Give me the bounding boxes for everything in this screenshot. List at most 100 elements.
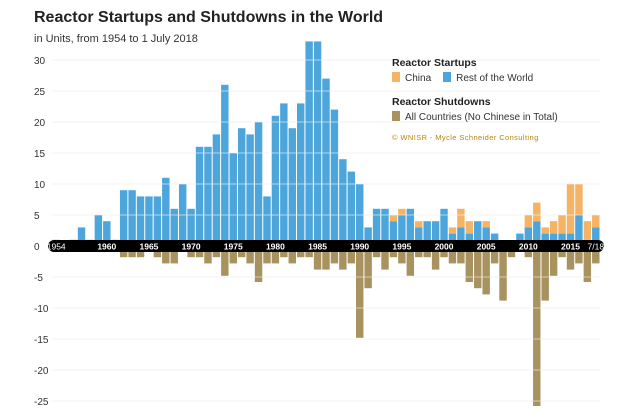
y-tick-label: 0 — [34, 242, 40, 253]
bar-shutdown — [431, 251, 440, 270]
bar-rest-of-world — [431, 221, 440, 246]
bar-rest-of-world — [558, 233, 566, 246]
bar-shutdown — [229, 251, 237, 264]
bar-rest-of-world — [204, 146, 212, 246]
bar-rest-of-world — [533, 221, 541, 246]
legend-shutdown-swatch — [392, 111, 400, 121]
bar-rest-of-world — [549, 233, 558, 246]
bar-rest-of-world — [313, 41, 322, 247]
bar-shutdown — [524, 251, 533, 258]
bar-shutdown — [187, 251, 195, 258]
y-tick-label: -10 — [34, 304, 49, 315]
bar-shutdown — [128, 251, 136, 258]
bar-shutdown — [490, 251, 499, 264]
bar-rest-of-world — [153, 196, 162, 246]
bar-rest-of-world — [128, 190, 136, 246]
bar-shutdown — [296, 251, 305, 258]
bar-shutdown — [204, 251, 212, 264]
y-tick-label: 5 — [34, 211, 40, 222]
bar-rest-of-world — [246, 134, 254, 246]
bar-rest-of-world — [347, 171, 356, 246]
bar-rest-of-world — [237, 128, 246, 246]
y-tick-label: 10 — [34, 180, 46, 191]
bar-rest-of-world — [415, 227, 423, 246]
bar-china — [592, 215, 600, 228]
bar-china — [415, 221, 423, 228]
bar-rest-of-world — [330, 109, 339, 246]
bar-shutdown — [263, 251, 271, 264]
x-tick-label: 2000 — [435, 242, 454, 252]
bar-shutdown — [566, 251, 575, 270]
bar-shutdown — [415, 251, 423, 258]
bar-shutdown — [406, 251, 415, 276]
bar-china — [566, 184, 575, 234]
bar-china — [448, 227, 457, 234]
bar-rest-of-world — [271, 115, 280, 246]
bar-shutdown — [592, 251, 600, 264]
x-tick-label: 1995 — [392, 242, 411, 252]
bar-shutdown — [119, 251, 128, 258]
bar-rest-of-world — [119, 190, 128, 246]
bar-shutdown — [170, 251, 178, 264]
bar-shutdown — [356, 251, 364, 338]
legend-china-label: China — [405, 73, 432, 84]
bar-shutdown — [533, 251, 541, 406]
bar-shutdown — [271, 251, 280, 264]
legend: Reactor Startups China Rest of the World … — [392, 57, 632, 142]
bar-rest-of-world — [162, 177, 170, 246]
bar-rest-of-world — [381, 208, 389, 246]
bar-china — [558, 215, 566, 234]
y-tick-label: -20 — [34, 366, 49, 377]
bar-shutdown — [330, 251, 339, 264]
bar-shutdown — [474, 251, 482, 289]
legend-startups-heading: Reactor Startups — [392, 57, 477, 69]
x-tick-label: 1990 — [350, 242, 369, 252]
bar-rest-of-world — [448, 233, 457, 246]
bar-rest-of-world — [212, 134, 221, 246]
y-tick-label: 30 — [34, 56, 46, 67]
bar-rest-of-world — [566, 233, 575, 246]
bar-china — [389, 215, 398, 222]
bar-shutdown — [339, 251, 347, 270]
x-axis-band — [48, 240, 604, 252]
x-tick-label: 2005 — [477, 242, 496, 252]
bar-rest-of-world — [457, 227, 465, 246]
bar-china — [575, 184, 583, 215]
bar-china — [457, 208, 465, 228]
bar-rest-of-world — [77, 227, 86, 246]
bar-rest-of-world — [263, 196, 271, 246]
bar-china — [533, 202, 541, 222]
bar-rest-of-world — [482, 227, 490, 246]
x-tick-label: 1985 — [308, 242, 327, 252]
bar-shutdown — [423, 251, 431, 258]
bar-rest-of-world — [94, 215, 103, 246]
y-tick-label: 20 — [34, 118, 46, 129]
x-tick-label: 1960 — [97, 242, 116, 252]
bar-rest-of-world — [221, 84, 229, 246]
bar-rest-of-world — [423, 221, 431, 246]
bar-rest-of-world — [170, 208, 178, 246]
x-tick-label: 2015 — [561, 242, 580, 252]
bar-shutdown — [541, 251, 549, 301]
bar-shutdown — [195, 251, 204, 258]
bar-shutdown — [448, 251, 457, 264]
y-tick-label: -5 — [34, 273, 43, 284]
bar-shutdown — [305, 251, 313, 258]
bar-rest-of-world — [490, 233, 499, 246]
x-tick-label: 1965 — [139, 242, 158, 252]
bar-rest-of-world — [322, 78, 330, 246]
bar-rest-of-world — [541, 233, 549, 246]
copyright-credit: © WNISR - Mycle Schneider Consulting — [392, 133, 539, 142]
y-tick-label: -15 — [34, 335, 49, 346]
x-tick-label: 1970 — [182, 242, 201, 252]
bar-rest-of-world — [305, 41, 313, 247]
bar-shutdown — [381, 251, 389, 270]
bar-rest-of-world — [288, 128, 296, 246]
bar-shutdown — [499, 251, 507, 301]
legend-startups-row: China Rest of the World — [392, 72, 632, 86]
bar-shutdown — [575, 251, 583, 264]
bar-rest-of-world — [296, 103, 305, 247]
x-tick-label: 2010 — [519, 242, 538, 252]
bar-shutdown — [364, 251, 372, 289]
y-tick-label: 25 — [34, 87, 46, 98]
